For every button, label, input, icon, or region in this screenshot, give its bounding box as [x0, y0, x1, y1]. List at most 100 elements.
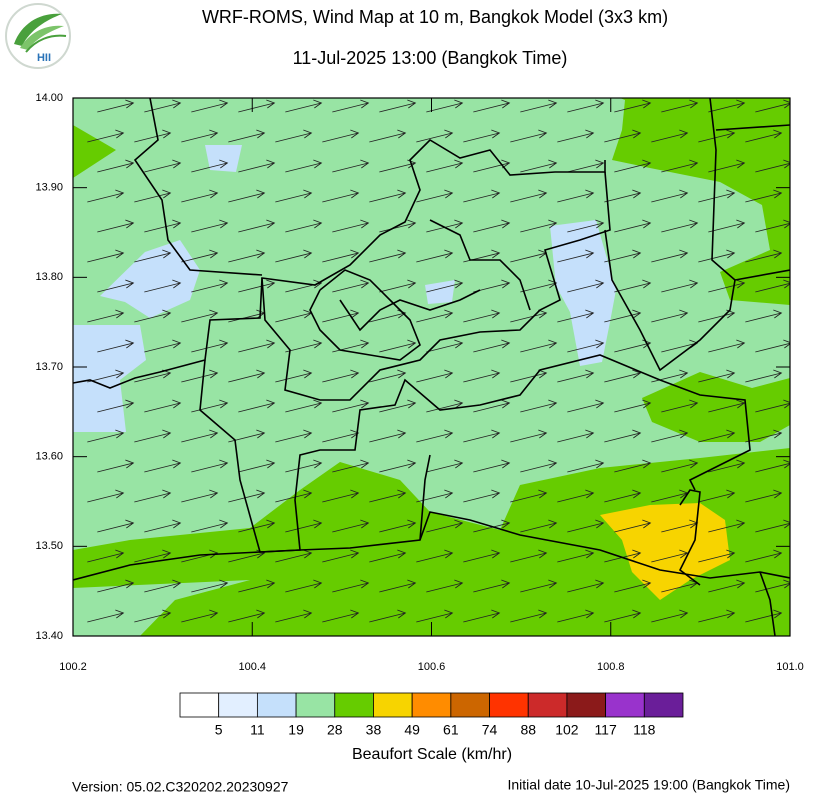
wind-arrow [379, 519, 417, 533]
wind-arrow [332, 159, 370, 173]
wind-arrow [520, 519, 558, 533]
wind-arrow [567, 99, 605, 113]
wind-arrow [97, 219, 135, 233]
wind-arrow [755, 459, 790, 473]
wind-arrow [557, 309, 595, 323]
wind-arrow [369, 549, 407, 563]
wind-arrow [698, 429, 736, 443]
y-tick-label: 13.80 [35, 271, 63, 283]
x-tick-label: 101.0 [776, 661, 804, 673]
wind-arrow [369, 189, 407, 203]
wind-arrow [332, 219, 370, 233]
wind-arrow [604, 189, 642, 203]
wind-arrow [275, 429, 313, 443]
wind-arrow [520, 399, 558, 413]
wind-arrow [144, 339, 182, 353]
wind-arrow [463, 489, 501, 503]
wind-arrow [369, 429, 407, 443]
wind-arrow [745, 429, 783, 443]
wind-arrow [614, 219, 652, 233]
wind-arrow [426, 399, 464, 413]
wind-arrow [181, 429, 219, 443]
wind-arrow [285, 579, 323, 593]
wind-arrow [97, 339, 135, 353]
wind-arrow [97, 399, 135, 413]
logo: HII [5, 3, 71, 69]
wind-arrow [426, 519, 464, 533]
wind-arrow [332, 519, 370, 533]
wind-arrow [651, 609, 689, 623]
wind-arrow [191, 99, 229, 113]
wind-arrow [238, 159, 276, 173]
wind-arrow [379, 579, 417, 593]
wind-arrow [134, 129, 172, 143]
wind-arrow [191, 219, 229, 233]
wind-arrow [510, 609, 548, 623]
wind-arrow [567, 279, 605, 293]
wind-arrow [238, 279, 276, 293]
wind-arrow [228, 189, 266, 203]
colorbar-label: 61 [443, 722, 459, 738]
colorbar-label: 118 [633, 722, 656, 738]
wind-arrow [473, 99, 511, 113]
wind-arrow [473, 459, 511, 473]
wind-arrow [567, 339, 605, 353]
wind-arrow [745, 369, 783, 383]
wind-arrow [755, 399, 790, 413]
wind-arrow [369, 249, 407, 263]
wind-arrow [228, 249, 266, 263]
wind-arrow [745, 609, 783, 623]
wind-arrow [651, 369, 689, 383]
wind-arrow [87, 609, 125, 623]
colorbar-swatch [373, 692, 413, 718]
wind-arrow [510, 309, 548, 323]
wind-arrow [661, 459, 699, 473]
wind-arrow [520, 339, 558, 353]
colorbar-swatch [256, 692, 297, 718]
wind-arrow [416, 249, 454, 263]
version: Version: 05.02.C320202.20230927 [72, 779, 289, 795]
wind-arrow [745, 549, 783, 563]
wind-arrow [510, 489, 548, 503]
wind-arrow [181, 609, 219, 623]
wind-arrow [379, 279, 417, 293]
wind-arrow [416, 549, 454, 563]
wind-arrow [661, 99, 699, 113]
colorbar-title: Beaufort Scale (km/hr) [352, 746, 512, 763]
wind-arrow [557, 549, 595, 563]
colorbar-swatch [566, 692, 607, 718]
map-fill [73, 98, 790, 636]
wind-arrow [567, 459, 605, 473]
wind-arrow [285, 399, 323, 413]
wind-arrow [520, 579, 558, 593]
wind-arrow [557, 249, 595, 263]
wind-arrow [322, 549, 360, 563]
wind-arrow [144, 219, 182, 233]
wind-arrow [144, 519, 182, 533]
wind-arrow [181, 189, 219, 203]
wind-arrow [604, 369, 642, 383]
initial-date: Initial date 10-Jul-2025 19:00 (Bangkok … [508, 777, 791, 793]
wind-arrow [755, 579, 790, 593]
wind-arrow [144, 399, 182, 413]
wind-arrow [708, 459, 746, 473]
x-tick-label: 100.6 [418, 661, 446, 673]
y-tick-label: 13.70 [35, 361, 63, 373]
wind-arrow [755, 219, 790, 233]
wind-arrow [651, 429, 689, 443]
wind-arrow [275, 609, 313, 623]
wind-arrow [698, 249, 736, 263]
wind-arrow [520, 219, 558, 233]
wind-arrow [604, 609, 642, 623]
wind-arrow [144, 99, 182, 113]
wind-arrow [285, 519, 323, 533]
wind-arrow [238, 579, 276, 593]
wind-arrow [755, 99, 790, 113]
wind-arrow [87, 249, 125, 263]
wind-arrow [379, 399, 417, 413]
wind-arrow [745, 489, 783, 503]
wind-arrow [567, 519, 605, 533]
wind-arrow [510, 549, 548, 563]
wind-arrow [567, 579, 605, 593]
wind-arrow [520, 459, 558, 473]
